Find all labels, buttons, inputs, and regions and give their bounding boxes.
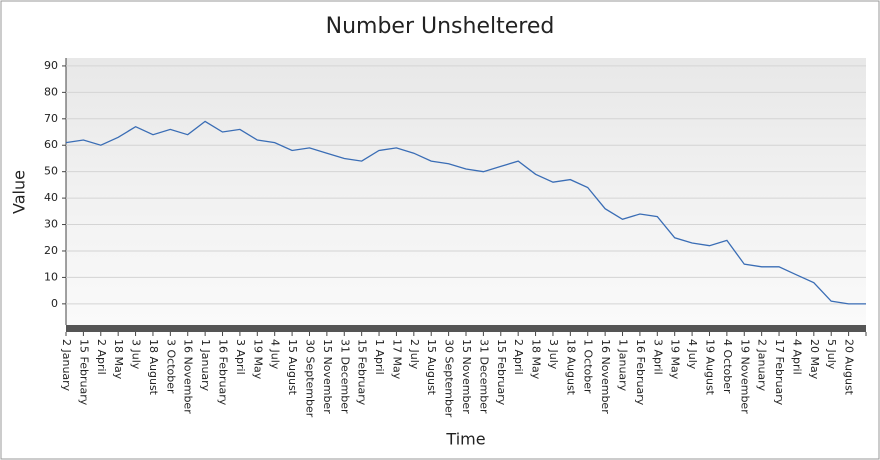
y-tick-label: 60 (44, 138, 58, 151)
x-tick-label: 15 August (286, 339, 299, 396)
x-tick-label: 18 May (112, 339, 125, 380)
y-tick-label: 20 (44, 244, 58, 257)
x-tick-label: 19 August (703, 339, 716, 396)
y-tick-label: 50 (44, 165, 58, 178)
x-tick-label: 30 September (443, 339, 456, 418)
x-tick-label: 20 May (808, 339, 821, 380)
x-tick-label: 1 October (582, 339, 595, 394)
x-tick-label: 17 February (773, 339, 786, 406)
line-series (65, 120, 866, 305)
x-tick-label: 5 July (825, 339, 838, 370)
chart-title: Number Unsheltered (326, 14, 555, 39)
x-tick-label: 3 April (651, 339, 664, 375)
x-tick-label: 16 November (182, 339, 195, 414)
x-tick-label: 4 April (790, 339, 803, 375)
plot-area (66, 58, 866, 325)
x-tick-label: 2 July (408, 339, 421, 370)
x-tick-label: 15 February (77, 339, 90, 406)
x-tick-label: 16 November (599, 339, 612, 414)
x-tick-label: 2 April (512, 339, 525, 375)
y-tick-label: 40 (44, 191, 58, 204)
y-tick-label: 10 (44, 270, 58, 283)
y-tick-label: 80 (44, 85, 58, 98)
scrollbar (66, 325, 866, 332)
x-tick-label: 31 December (477, 339, 490, 414)
y-tick-label: 30 (44, 218, 58, 231)
x-tick-label: 18 August (147, 339, 160, 396)
y-tick-label: 90 (44, 59, 58, 72)
x-tick-label: 16 February (634, 339, 647, 406)
y-tick-label: 70 (44, 112, 58, 125)
x-tick-label: 1 April (373, 339, 386, 375)
x-tick-label: 18 August (564, 339, 577, 396)
x-tick-label: 31 December (338, 339, 351, 414)
x-tick-label: 17 May (390, 339, 403, 380)
y-axis-title: Value (10, 170, 29, 214)
x-tick-label: 18 May (530, 339, 543, 380)
x-tick-label: 3 July (547, 339, 560, 370)
x-tick-label: 15 February (495, 339, 508, 406)
x-tick-label: 3 July (130, 339, 143, 370)
x-tick-label: 3 April (234, 339, 247, 375)
x-tick-label: 1 January (617, 339, 630, 392)
x-tick-label: 2 January (60, 339, 73, 392)
x-tick-label: 4 October (721, 339, 734, 394)
x-tick-label: 20 August (843, 339, 856, 396)
x-tick-label: 19 May (251, 339, 264, 380)
x-tick-label: 15 August (425, 339, 438, 396)
x-tick-label: 19 November (738, 339, 751, 414)
x-tick-label: 16 February (217, 339, 230, 406)
x-tick-label: 15 February (356, 339, 369, 406)
x-tick-label: 4 July (686, 339, 699, 370)
y-tick-label: 0 (51, 297, 58, 310)
x-axis-title: Time (445, 430, 485, 449)
x-tick-label: 3 October (164, 339, 177, 394)
x-tick-label: 15 November (460, 339, 473, 414)
x-tick-label: 1 January (199, 339, 212, 392)
x-tick-label: 30 September (303, 339, 316, 418)
x-tick-label: 4 July (269, 339, 282, 370)
x-tick-label: 2 April (95, 339, 108, 375)
x-tick-label: 19 May (669, 339, 682, 380)
x-tick-label: 15 November (321, 339, 334, 414)
x-tick-label: 2 January (756, 339, 769, 392)
